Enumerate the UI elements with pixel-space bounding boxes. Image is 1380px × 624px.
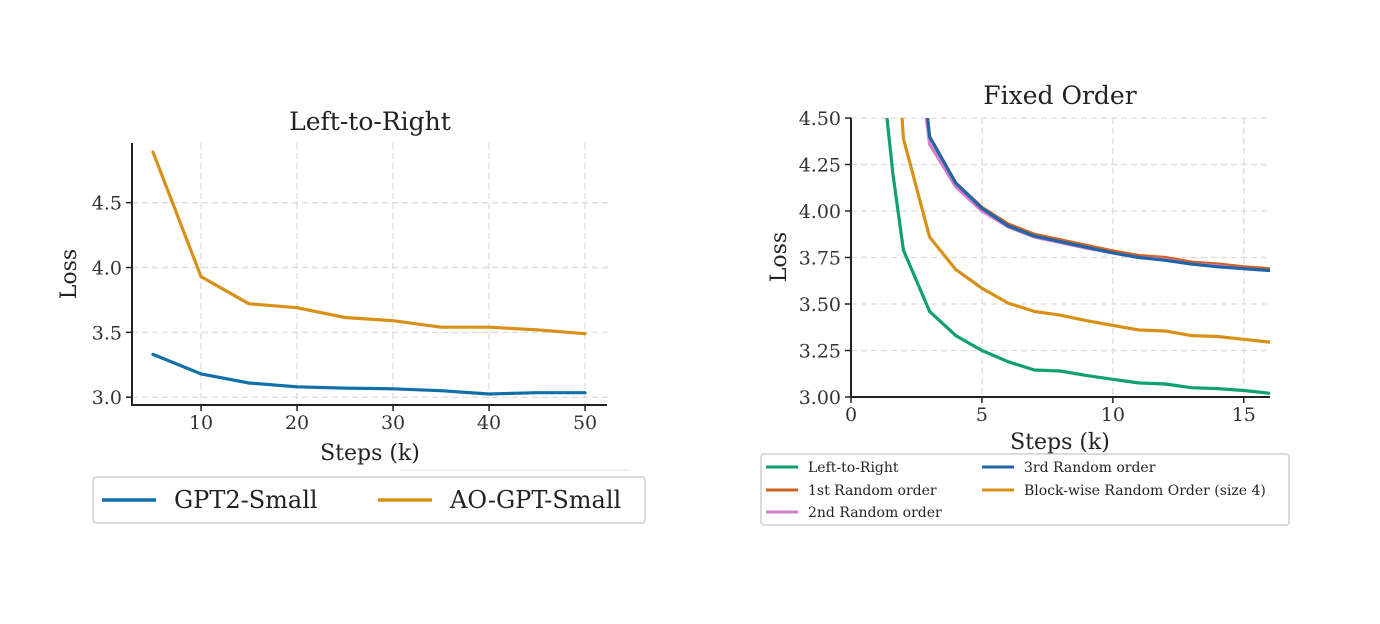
left-x-tick-label: 50 xyxy=(573,412,597,434)
left-y-tick-label: 4.0 xyxy=(92,258,122,280)
right-ticks: 0 5 10 15 3.00 3.25 3.50 3.75 4.00 4.25 4.50 xyxy=(799,108,1256,426)
left-grid xyxy=(132,143,610,405)
right-y-tick-label: 3.00 xyxy=(799,387,841,409)
left-legend: GPT2-Small AO-GPT-Small xyxy=(92,476,646,524)
left-x-tick-label: 20 xyxy=(285,412,309,434)
left-ticks: 10 20 30 40 50 3.0 3.5 4.0 4.5 xyxy=(92,193,597,434)
legend-label-2nd-random-order: 2nd Random order xyxy=(808,505,942,521)
legend-label-gpt2-small: GPT2-Small xyxy=(174,486,318,514)
left-y-tick-label: 3.0 xyxy=(92,387,122,409)
left-y-tick-label: 4.5 xyxy=(92,193,122,215)
legend-label-block-wise-random-order: Block-wise Random Order (size 4) xyxy=(1024,483,1266,499)
left-y-axis-label: Loss xyxy=(57,249,82,299)
right-x-tick-label: 10 xyxy=(1101,404,1125,426)
right-line-1st-random-order xyxy=(925,118,1270,271)
left-x-axis-label: Steps (k) xyxy=(320,441,420,466)
right-x-axis-label: Steps (k) xyxy=(1010,430,1110,455)
right-x-tick-label: 15 xyxy=(1232,404,1256,426)
right-x-tick-label: 0 xyxy=(845,404,857,426)
left-chart-title: Left-to-Right xyxy=(289,107,451,136)
right-y-tick-label: 4.50 xyxy=(799,108,841,130)
left-line-gpt2-small xyxy=(151,352,587,396)
right-x-tick-label: 5 xyxy=(976,404,988,426)
left-x-tick-label: 10 xyxy=(189,412,213,434)
legend-label-1st-random-order: 1st Random order xyxy=(808,483,937,499)
right-y-tick-label: 4.00 xyxy=(799,201,841,223)
left-x-tick-label: 40 xyxy=(477,412,501,434)
right-y-tick-label: 3.75 xyxy=(799,248,841,270)
left-x-tick-label: 30 xyxy=(381,412,405,434)
legend-label-3rd-random-order: 3rd Random order xyxy=(1024,460,1156,476)
right-y-axis-label: Loss xyxy=(767,232,792,282)
right-chart-title: Fixed Order xyxy=(983,81,1136,110)
right-y-tick-label: 4.25 xyxy=(799,155,841,177)
left-to-right-chart: 10 20 30 40 50 3.0 3.5 4.0 4.5 Left-to-Right Ste… xyxy=(57,107,646,524)
legend-label-ao-gpt-small: AO-GPT-Small xyxy=(449,486,621,514)
legend-label-left-to-right: Left-to-Right xyxy=(808,460,899,476)
left-line-ao-gpt-small xyxy=(151,150,587,336)
left-legend-box xyxy=(92,476,646,524)
right-line-2nd-random-order xyxy=(924,118,1270,273)
right-series xyxy=(885,118,1270,395)
fixed-order-chart: 0 5 10 15 3.00 3.25 3.50 3.75 4.00 4.25 4.50 Fixed… xyxy=(760,81,1290,526)
right-grid xyxy=(851,117,1270,398)
right-line-left-to-right xyxy=(885,118,1270,395)
right-legend: Left-to-Right 1st Random order 2nd Rando… xyxy=(760,453,1290,526)
left-series xyxy=(151,150,587,396)
right-line-3rd-random-order xyxy=(925,118,1270,273)
left-y-tick-label: 3.5 xyxy=(92,322,122,344)
right-y-tick-label: 3.25 xyxy=(799,341,841,363)
right-legend-box xyxy=(760,453,1290,526)
right-line-block-wise-random-order-size-4 xyxy=(900,118,1270,344)
right-y-tick-label: 3.50 xyxy=(799,294,841,316)
